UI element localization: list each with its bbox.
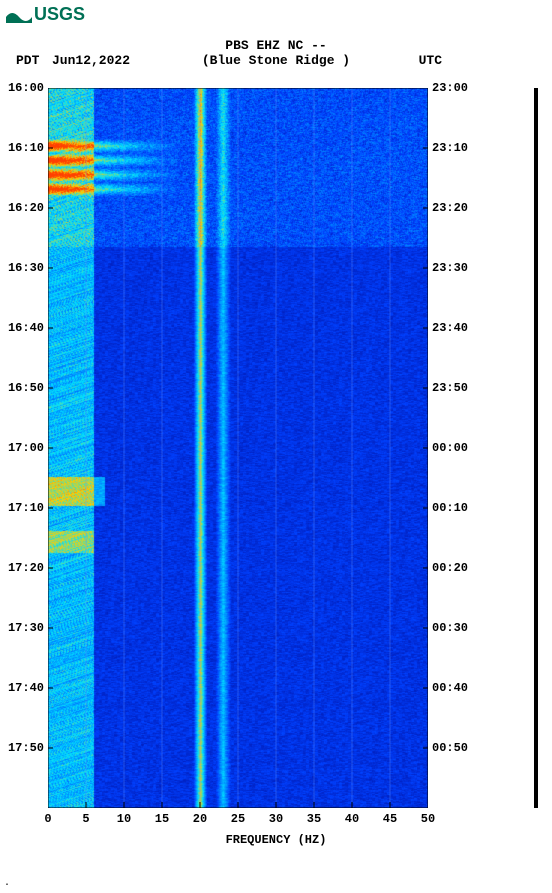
y-left-tick: 17:40 [8, 681, 44, 695]
spectrogram-canvas [48, 88, 428, 808]
y-left-tick: 16:20 [8, 201, 44, 215]
y-right-tick: 23:10 [432, 141, 468, 155]
y-left-tick: 16:10 [8, 141, 44, 155]
y-left-tick: 16:00 [8, 81, 44, 95]
y-left-tick: 16:30 [8, 261, 44, 275]
y-right-tick: 00:20 [432, 561, 468, 575]
y-left-tick: 17:00 [8, 441, 44, 455]
spectrogram-plot: 16:0016:1016:2016:3016:4016:5017:0017:10… [48, 88, 428, 808]
x-axis-title: FREQUENCY (HZ) [0, 833, 552, 847]
y-right-tick: 00:00 [432, 441, 468, 455]
y-right-tick: 23:20 [432, 201, 468, 215]
y-right-tick: 00:40 [432, 681, 468, 695]
y-left-tick: 16:50 [8, 381, 44, 395]
y-right-tick: 00:30 [432, 621, 468, 635]
x-tick: 40 [345, 812, 359, 826]
y-left-tick: 17:10 [8, 501, 44, 515]
x-tick: 0 [44, 812, 51, 826]
x-tick: 20 [193, 812, 207, 826]
y-left-tick: 17:20 [8, 561, 44, 575]
x-tick: 30 [269, 812, 283, 826]
x-tick: 35 [307, 812, 321, 826]
y-right-tick: 23:50 [432, 381, 468, 395]
y-right-tick: 00:50 [432, 741, 468, 755]
x-tick: 5 [82, 812, 89, 826]
footnote: . [4, 878, 10, 889]
x-tick: 50 [421, 812, 435, 826]
y-left-tick: 17:50 [8, 741, 44, 755]
usgs-wave-icon [6, 7, 32, 23]
x-tick: 15 [155, 812, 169, 826]
y-right-tick: 23:00 [432, 81, 468, 95]
logo-text: USGS [34, 4, 85, 25]
y-right-tick: 23:30 [432, 261, 468, 275]
x-tick: 25 [231, 812, 245, 826]
y-left-tick: 17:30 [8, 621, 44, 635]
y-right-tick: 00:10 [432, 501, 468, 515]
y-left-tick: 16:40 [8, 321, 44, 335]
usgs-logo: USGS [6, 4, 85, 25]
y-right-tick: 23:40 [432, 321, 468, 335]
x-tick: 10 [117, 812, 131, 826]
chart-header: PBS EHZ NC -- PDT Jun12,2022 (Blue Stone… [0, 38, 552, 69]
tz-right: UTC [419, 53, 442, 68]
title-line-2: (Blue Stone Ridge ) [0, 53, 552, 68]
x-tick: 45 [383, 812, 397, 826]
colorbar [534, 88, 538, 808]
title-line-1: PBS EHZ NC -- [0, 38, 552, 53]
